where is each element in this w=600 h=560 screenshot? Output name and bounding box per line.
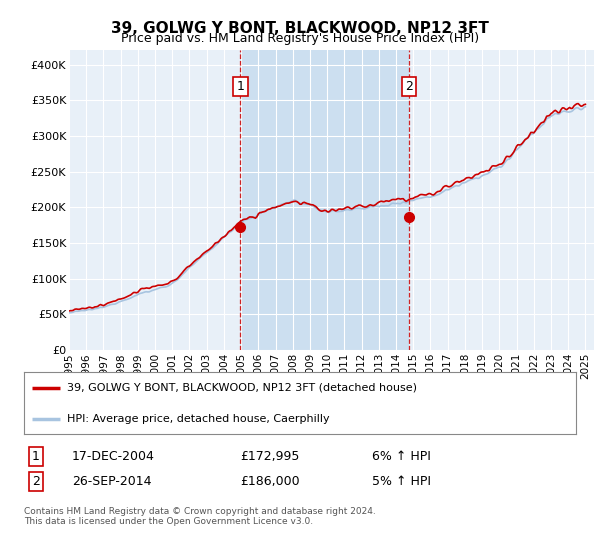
Text: 2: 2 (32, 475, 40, 488)
Text: £186,000: £186,000 (240, 475, 299, 488)
Text: 39, GOLWG Y BONT, BLACKWOOD, NP12 3FT: 39, GOLWG Y BONT, BLACKWOOD, NP12 3FT (111, 21, 489, 36)
Text: 26-SEP-2014: 26-SEP-2014 (72, 475, 151, 488)
Text: Contains HM Land Registry data © Crown copyright and database right 2024.
This d: Contains HM Land Registry data © Crown c… (24, 507, 376, 526)
Text: 1: 1 (236, 80, 244, 93)
Bar (241, 50, 409, 350)
Text: 6% ↑ HPI: 6% ↑ HPI (372, 450, 431, 463)
Text: 39, GOLWG Y BONT, BLACKWOOD, NP12 3FT (detached house): 39, GOLWG Y BONT, BLACKWOOD, NP12 3FT (d… (67, 383, 417, 393)
Text: Price paid vs. HM Land Registry's House Price Index (HPI): Price paid vs. HM Land Registry's House … (121, 32, 479, 45)
Text: HPI: Average price, detached house, Caerphilly: HPI: Average price, detached house, Caer… (67, 414, 329, 423)
Text: 2: 2 (404, 80, 413, 93)
Text: 1: 1 (32, 450, 40, 463)
Text: 17-DEC-2004: 17-DEC-2004 (72, 450, 155, 463)
Text: 5% ↑ HPI: 5% ↑ HPI (372, 475, 431, 488)
Text: £172,995: £172,995 (240, 450, 299, 463)
